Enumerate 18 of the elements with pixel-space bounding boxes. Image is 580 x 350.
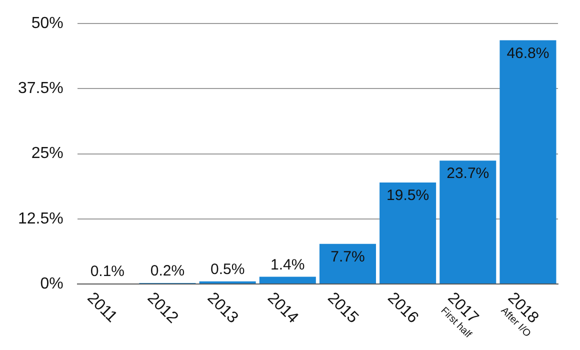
data-label: 0.5% xyxy=(210,261,245,278)
data-label: 23.7% xyxy=(446,165,490,182)
bar xyxy=(319,244,376,284)
bar xyxy=(380,182,436,284)
y-tick-label: 50% xyxy=(31,15,64,32)
y-tick-label: 25% xyxy=(31,145,64,162)
bar xyxy=(500,40,556,284)
y-tick-label: 37.5% xyxy=(18,80,64,98)
data-label: 0.2% xyxy=(150,262,185,280)
data-label: 19.5% xyxy=(386,187,430,204)
data-label: 7.7% xyxy=(330,248,365,266)
data-label: 46.8% xyxy=(506,44,550,62)
bar xyxy=(440,160,496,284)
y-tick-label: 0% xyxy=(40,275,64,292)
data-label: 0.1% xyxy=(90,263,125,280)
y-tick-label: 12.5% xyxy=(18,210,64,228)
data-label: 1.4% xyxy=(270,256,305,274)
bar xyxy=(259,276,316,284)
